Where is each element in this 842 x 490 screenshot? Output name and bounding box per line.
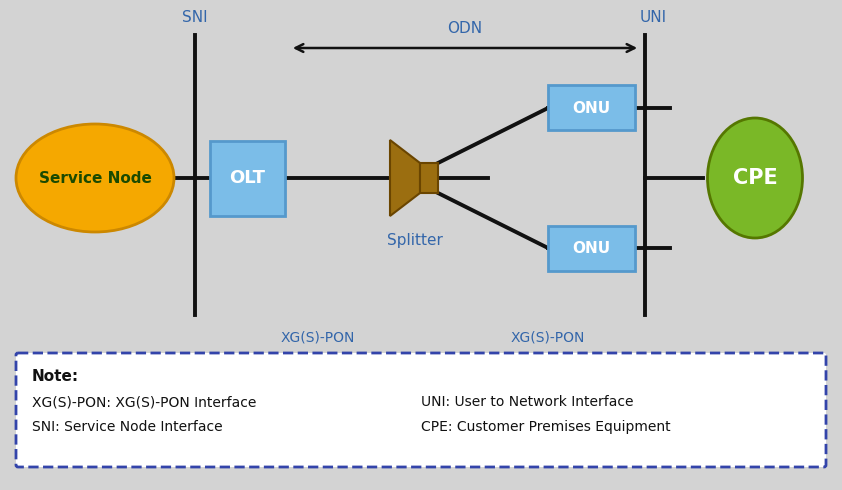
Text: ONU: ONU xyxy=(573,241,610,255)
Text: OLT: OLT xyxy=(230,169,265,187)
Text: SNI: Service Node Interface: SNI: Service Node Interface xyxy=(32,420,222,434)
Text: Note:: Note: xyxy=(32,369,79,384)
Polygon shape xyxy=(390,140,420,216)
Ellipse shape xyxy=(707,118,802,238)
Text: ODN: ODN xyxy=(447,21,482,36)
Text: UNI: User to Network Interface: UNI: User to Network Interface xyxy=(421,395,633,409)
Bar xyxy=(548,225,635,270)
Text: XG(S)-PON: XG(S)-PON xyxy=(280,330,354,344)
Text: ONU: ONU xyxy=(573,100,610,116)
Polygon shape xyxy=(420,163,438,193)
Bar xyxy=(548,85,635,130)
Text: CPE: Customer Premises Equipment: CPE: Customer Premises Equipment xyxy=(421,420,670,434)
Text: XG(S)-PON: XG(S)-PON xyxy=(510,330,584,344)
Text: Service Node: Service Node xyxy=(39,171,152,186)
FancyBboxPatch shape xyxy=(16,353,826,467)
Text: CPE: CPE xyxy=(733,168,777,188)
Text: Splitter: Splitter xyxy=(387,233,443,248)
Bar xyxy=(210,141,285,216)
Text: XG(S)-PON: XG(S)-PON Interface: XG(S)-PON: XG(S)-PON Interface xyxy=(32,395,256,409)
Text: UNI: UNI xyxy=(639,10,667,25)
Ellipse shape xyxy=(16,124,174,232)
Text: SNI: SNI xyxy=(182,10,208,25)
